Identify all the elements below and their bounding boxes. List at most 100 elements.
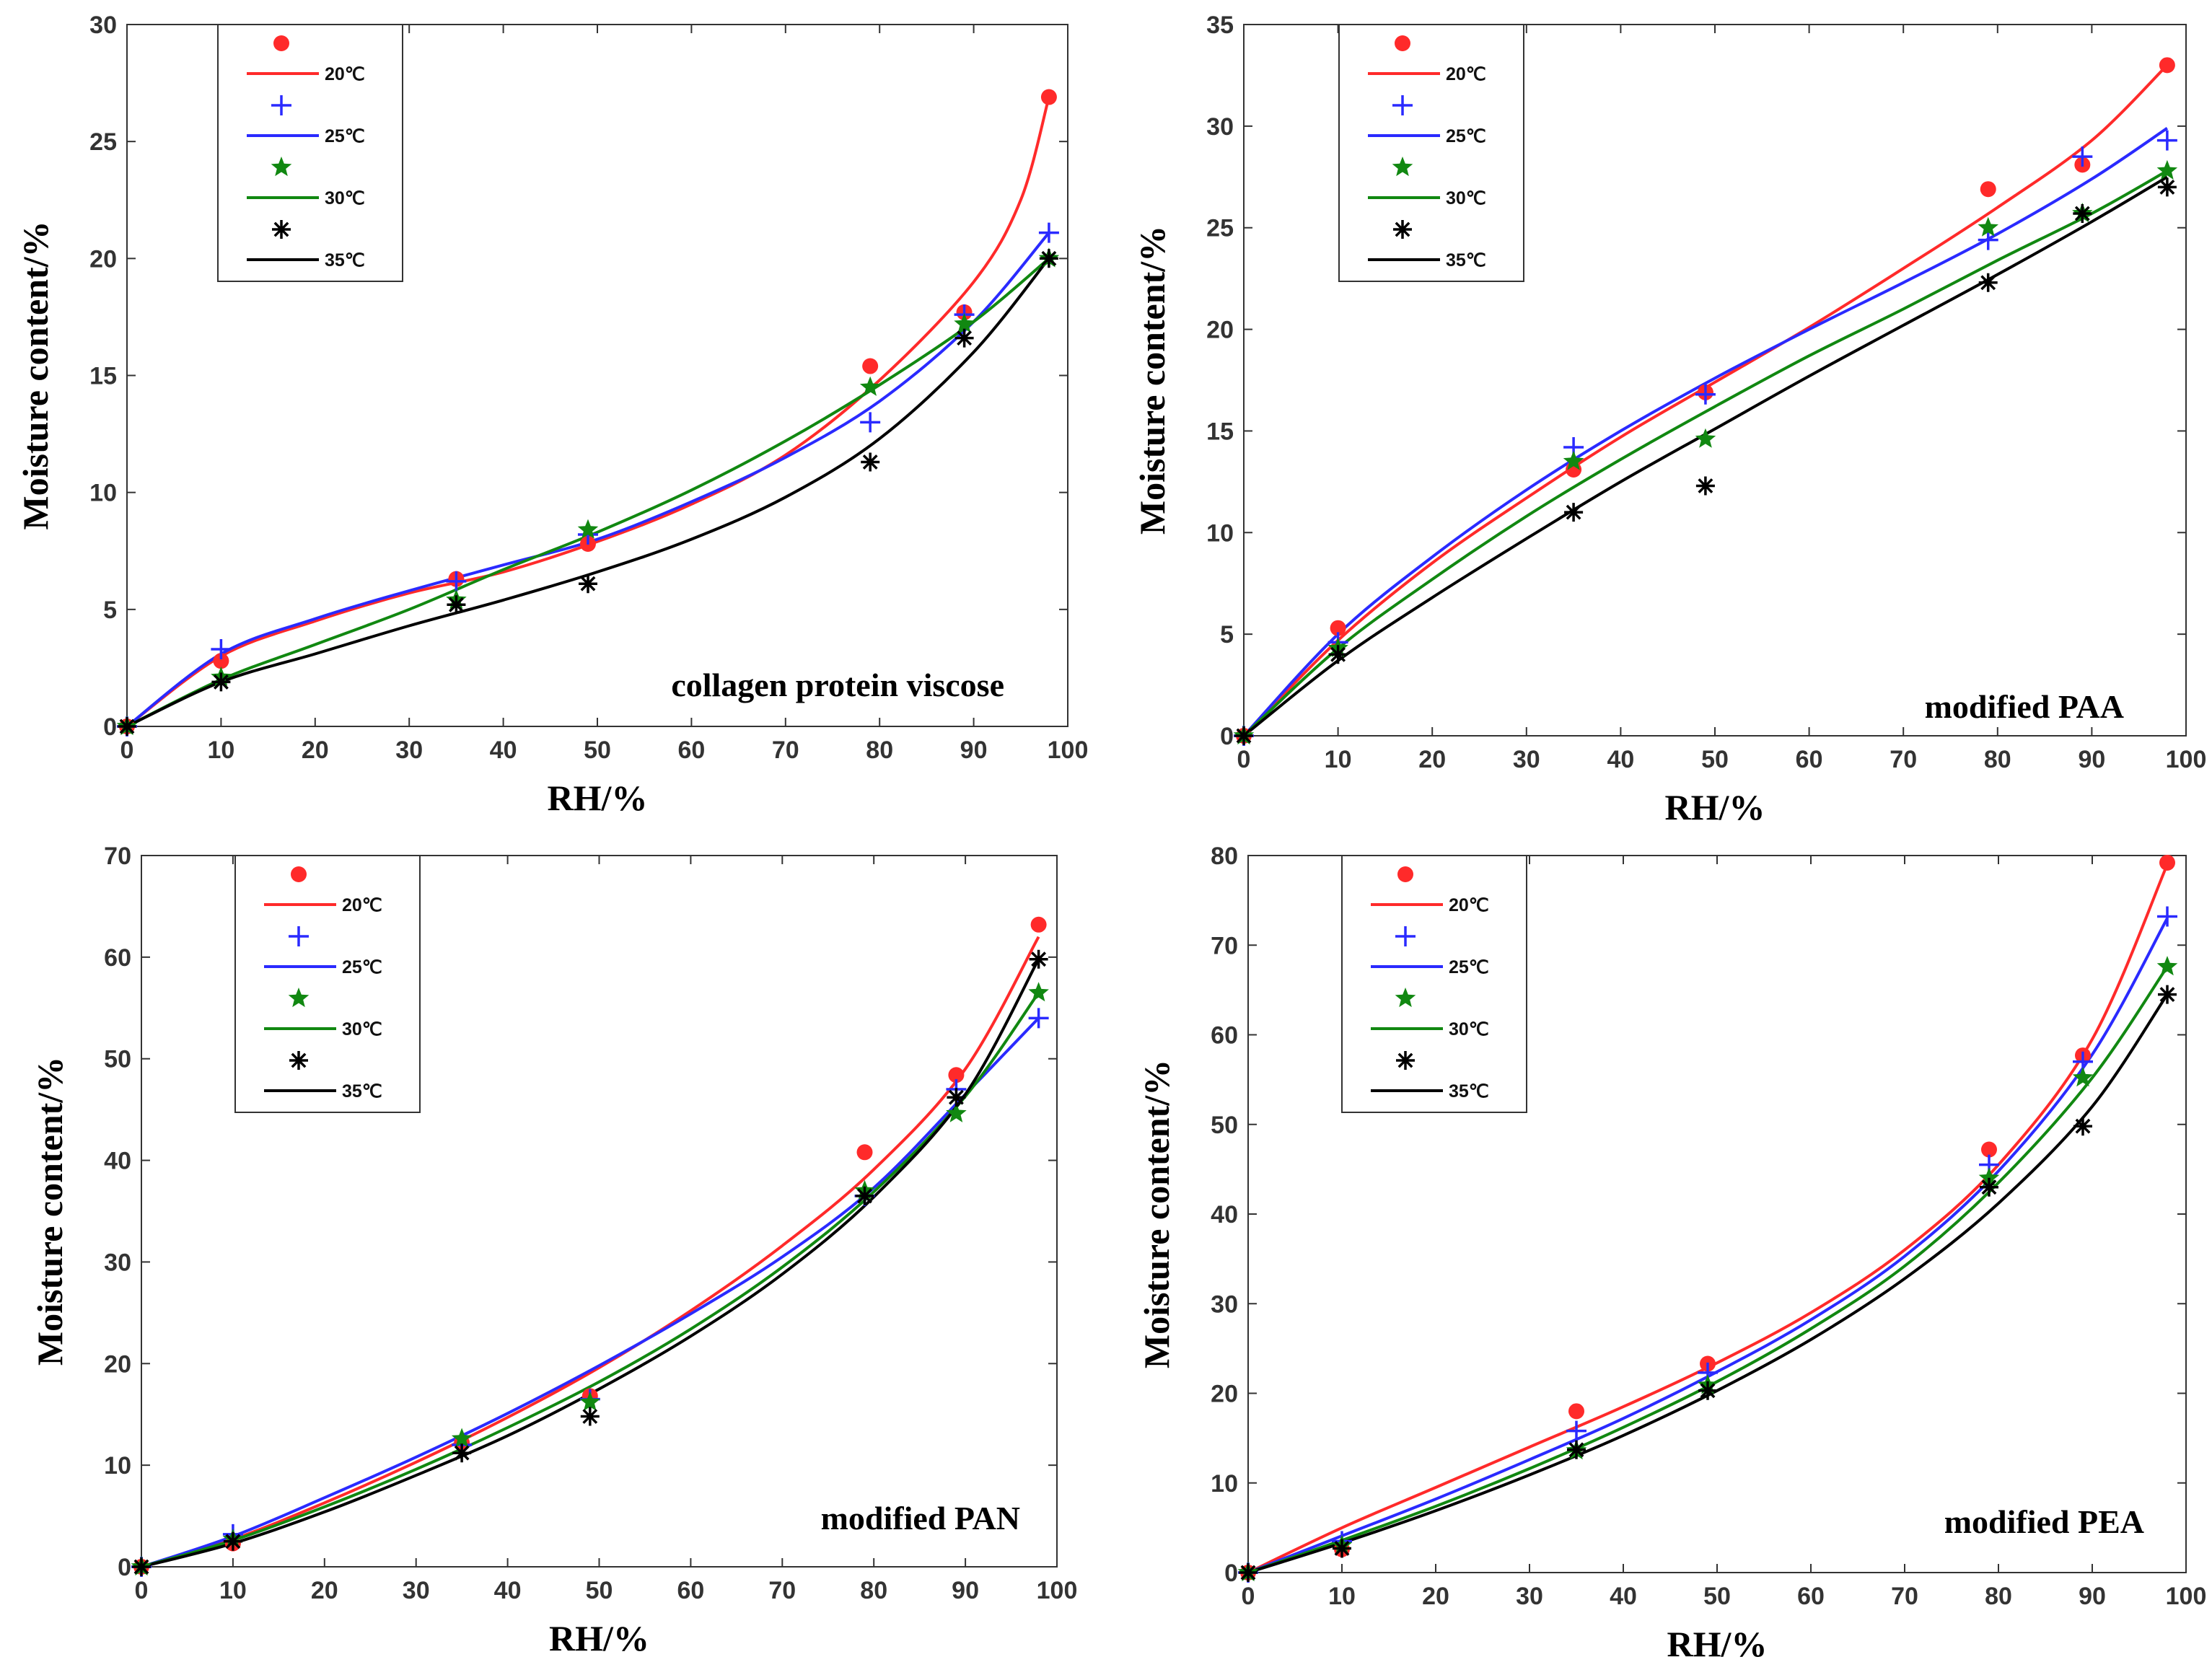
data-point — [855, 1186, 874, 1205]
y-tick-label: 0 — [1220, 723, 1234, 750]
data-point — [2156, 130, 2177, 151]
legend-marker — [289, 1051, 308, 1070]
x-tick-label: 20 — [302, 737, 329, 764]
series-4 — [1247, 993, 2169, 1574]
series-4 — [126, 258, 1050, 728]
series-1 — [1242, 63, 2169, 737]
legend: 20℃ 25℃ 30℃ 35℃ — [1338, 24, 1524, 282]
y-tick-label: 0 — [103, 713, 117, 741]
legend-marker — [271, 157, 292, 177]
y-tick-label: 30 — [1211, 1291, 1238, 1318]
data-point — [2073, 1117, 2092, 1136]
data-point — [447, 595, 466, 615]
x-tick-label: 20 — [311, 1577, 338, 1604]
data-point — [579, 1391, 601, 1411]
series-2 — [141, 1017, 1040, 1568]
panel-title: collagen protein viscose — [671, 667, 1004, 703]
series-markers-4 — [1234, 177, 2177, 745]
x-tick-label: 100 — [1037, 1577, 1078, 1604]
series-markers-4 — [132, 949, 1048, 1576]
x-tick-label: 80 — [866, 737, 893, 764]
y-tick-label: 10 — [1206, 519, 1234, 547]
series-3 — [126, 257, 1050, 728]
x-tick-label: 50 — [1703, 1583, 1731, 1610]
x-tick-label: 10 — [1325, 746, 1352, 773]
x-tick-label: 70 — [768, 1577, 796, 1604]
y-tick-label: 30 — [89, 12, 117, 39]
legend-marker — [1395, 988, 1416, 1008]
legend-label: 25℃ — [1446, 126, 1486, 146]
data-point — [2073, 204, 2092, 223]
data-point — [1029, 949, 1048, 969]
legend-label: 35℃ — [325, 250, 365, 271]
data-point — [946, 1102, 967, 1122]
x-tick-label: 50 — [1701, 746, 1729, 773]
data-point — [947, 1088, 966, 1107]
data-point — [1239, 1563, 1258, 1582]
x-tick-label: 100 — [2166, 746, 2207, 773]
x-tick-label: 60 — [677, 737, 705, 764]
data-point — [1028, 1008, 1049, 1029]
legend-label: 35℃ — [342, 1081, 382, 1102]
y-tick-label: 20 — [1211, 1381, 1238, 1408]
x-tick-label: 90 — [2079, 1583, 2106, 1610]
legend-label: 30℃ — [1449, 1019, 1489, 1039]
legend-box — [217, 24, 403, 282]
fit-curve — [126, 96, 1050, 728]
fit-curve — [1242, 63, 2169, 737]
x-tick-label: 40 — [1607, 746, 1634, 773]
x-tick-label: 40 — [1610, 1583, 1637, 1610]
legend-marker — [288, 988, 310, 1008]
y-tick-label: 10 — [104, 1452, 131, 1480]
data-point — [2072, 146, 2093, 167]
legend-label: 25℃ — [342, 957, 382, 977]
legend-marker — [291, 866, 307, 882]
fit-curve — [126, 232, 1050, 728]
data-point — [1564, 503, 1584, 522]
panel-title: modified PEA — [1944, 1503, 2144, 1540]
legend-marker — [1395, 35, 1410, 51]
data-point — [862, 358, 879, 374]
y-tick-label: 30 — [1206, 113, 1234, 141]
x-axis-label: RH/% — [549, 1618, 649, 1658]
x-tick-label: 10 — [1328, 1583, 1356, 1610]
legend-marker — [1397, 866, 1413, 882]
series-2 — [1242, 127, 2169, 737]
data-point — [1980, 1177, 1998, 1197]
x-tick-label: 70 — [1890, 746, 1917, 773]
legend-marker — [1393, 220, 1412, 239]
legend-label: 30℃ — [325, 188, 365, 208]
y-tick-label: 60 — [1211, 1022, 1238, 1050]
fit-curve — [141, 958, 1040, 1568]
legend: 20℃ 25℃ 30℃ 35℃ — [234, 855, 421, 1113]
data-point — [1040, 89, 1057, 105]
legend: 20℃ 25℃ 30℃ 35℃ — [217, 24, 403, 282]
y-tick-label: 25 — [1206, 215, 1234, 242]
data-point — [1980, 181, 1996, 198]
data-point — [1567, 1440, 1586, 1459]
series-1 — [1247, 863, 2169, 1574]
data-point — [1566, 1420, 1586, 1441]
legend-marker — [271, 95, 291, 115]
data-point — [1695, 476, 1715, 496]
series-3 — [1247, 965, 2169, 1574]
x-tick-label: 10 — [219, 1577, 247, 1604]
y-tick-label: 0 — [1224, 1560, 1238, 1587]
x-tick-label: 30 — [395, 737, 423, 764]
data-point — [452, 1443, 472, 1463]
x-tick-label: 40 — [490, 737, 517, 764]
legend-marker — [1392, 95, 1413, 115]
fit-curve — [126, 257, 1050, 728]
data-point — [451, 1428, 473, 1448]
y-tick-label: 35 — [1206, 12, 1234, 39]
data-point — [580, 1407, 600, 1426]
legend-marker — [273, 35, 289, 51]
data-point — [1568, 1403, 1584, 1420]
x-tick-label: 70 — [772, 737, 799, 764]
data-point — [1330, 620, 1346, 636]
x-tick-label: 0 — [1237, 746, 1251, 773]
y-tick-label: 5 — [1220, 621, 1234, 649]
data-point — [1981, 1141, 1997, 1158]
x-tick-label: 0 — [1242, 1583, 1255, 1610]
panel-title: modified PAA — [1925, 688, 2124, 725]
